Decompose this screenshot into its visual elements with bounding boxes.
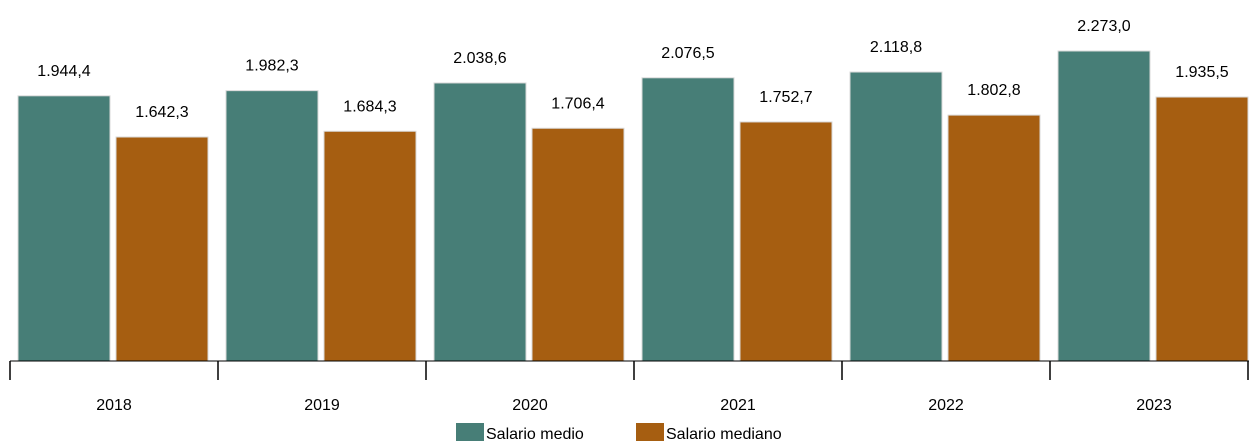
value-label-salario-mediano-2021: 1.752,7 <box>759 89 812 106</box>
bar-salario-medio-2021 <box>641 77 735 362</box>
legend-swatch-salario-medio <box>456 423 484 441</box>
x-tick-label-2023: 2023 <box>1136 397 1172 414</box>
bar-salario-mediano-2021 <box>739 121 833 362</box>
value-label-salario-mediano-2020: 1.706,4 <box>551 95 604 112</box>
legend-label-salario-mediano: Salario mediano <box>666 426 782 441</box>
legend-label-salario-medio: Salario medio <box>486 426 584 441</box>
x-tick-label-2021: 2021 <box>720 397 756 414</box>
value-label-salario-medio-2020: 2.038,6 <box>453 50 506 67</box>
x-tick-label-2022: 2022 <box>928 397 964 414</box>
value-label-salario-mediano-2018: 1.642,3 <box>135 104 188 121</box>
bar-salario-medio-2022 <box>849 71 943 362</box>
bar-salario-medio-2018 <box>17 95 111 362</box>
bar-salario-mediano-2020 <box>531 127 625 362</box>
value-label-salario-mediano-2022: 1.802,8 <box>967 82 1020 99</box>
x-tick-label-2018: 2018 <box>96 397 132 414</box>
legend-swatch-salario-mediano <box>636 423 664 441</box>
value-label-salario-mediano-2023: 1.935,5 <box>1175 64 1228 81</box>
x-axis-ticks <box>9 361 1249 380</box>
value-label-salario-medio-2018: 1.944,4 <box>37 63 90 80</box>
legend: Salario medio Salario mediano <box>456 423 782 441</box>
x-tick-label-2019: 2019 <box>304 397 340 414</box>
bars-layer <box>17 50 1249 362</box>
bar-salario-mediano-2022 <box>947 114 1041 362</box>
bar-salario-mediano-2019 <box>323 130 417 362</box>
x-axis-tick-labels: 2018 2019 2020 2021 2022 2023 <box>96 397 1172 414</box>
value-labels-layer: 1.944,4 1.642,3 1.982,3 1.684,3 2.038,6 1.706… <box>37 18 1228 121</box>
value-label-salario-medio-2019: 1.982,3 <box>245 58 298 75</box>
bar-salario-medio-2020 <box>433 82 527 362</box>
value-label-salario-medio-2021: 2.076,5 <box>661 45 714 62</box>
x-tick-label-2020: 2020 <box>512 397 548 414</box>
value-label-salario-medio-2023: 2.273,0 <box>1077 18 1130 35</box>
bar-salario-medio-2019 <box>225 90 319 362</box>
bar-salario-mediano-2018 <box>115 136 209 362</box>
value-label-salario-mediano-2019: 1.684,3 <box>343 98 396 115</box>
bar-salario-mediano-2023 <box>1155 96 1249 362</box>
value-label-salario-medio-2022: 2.118,8 <box>870 39 922 56</box>
bar-salario-medio-2023 <box>1057 50 1151 362</box>
